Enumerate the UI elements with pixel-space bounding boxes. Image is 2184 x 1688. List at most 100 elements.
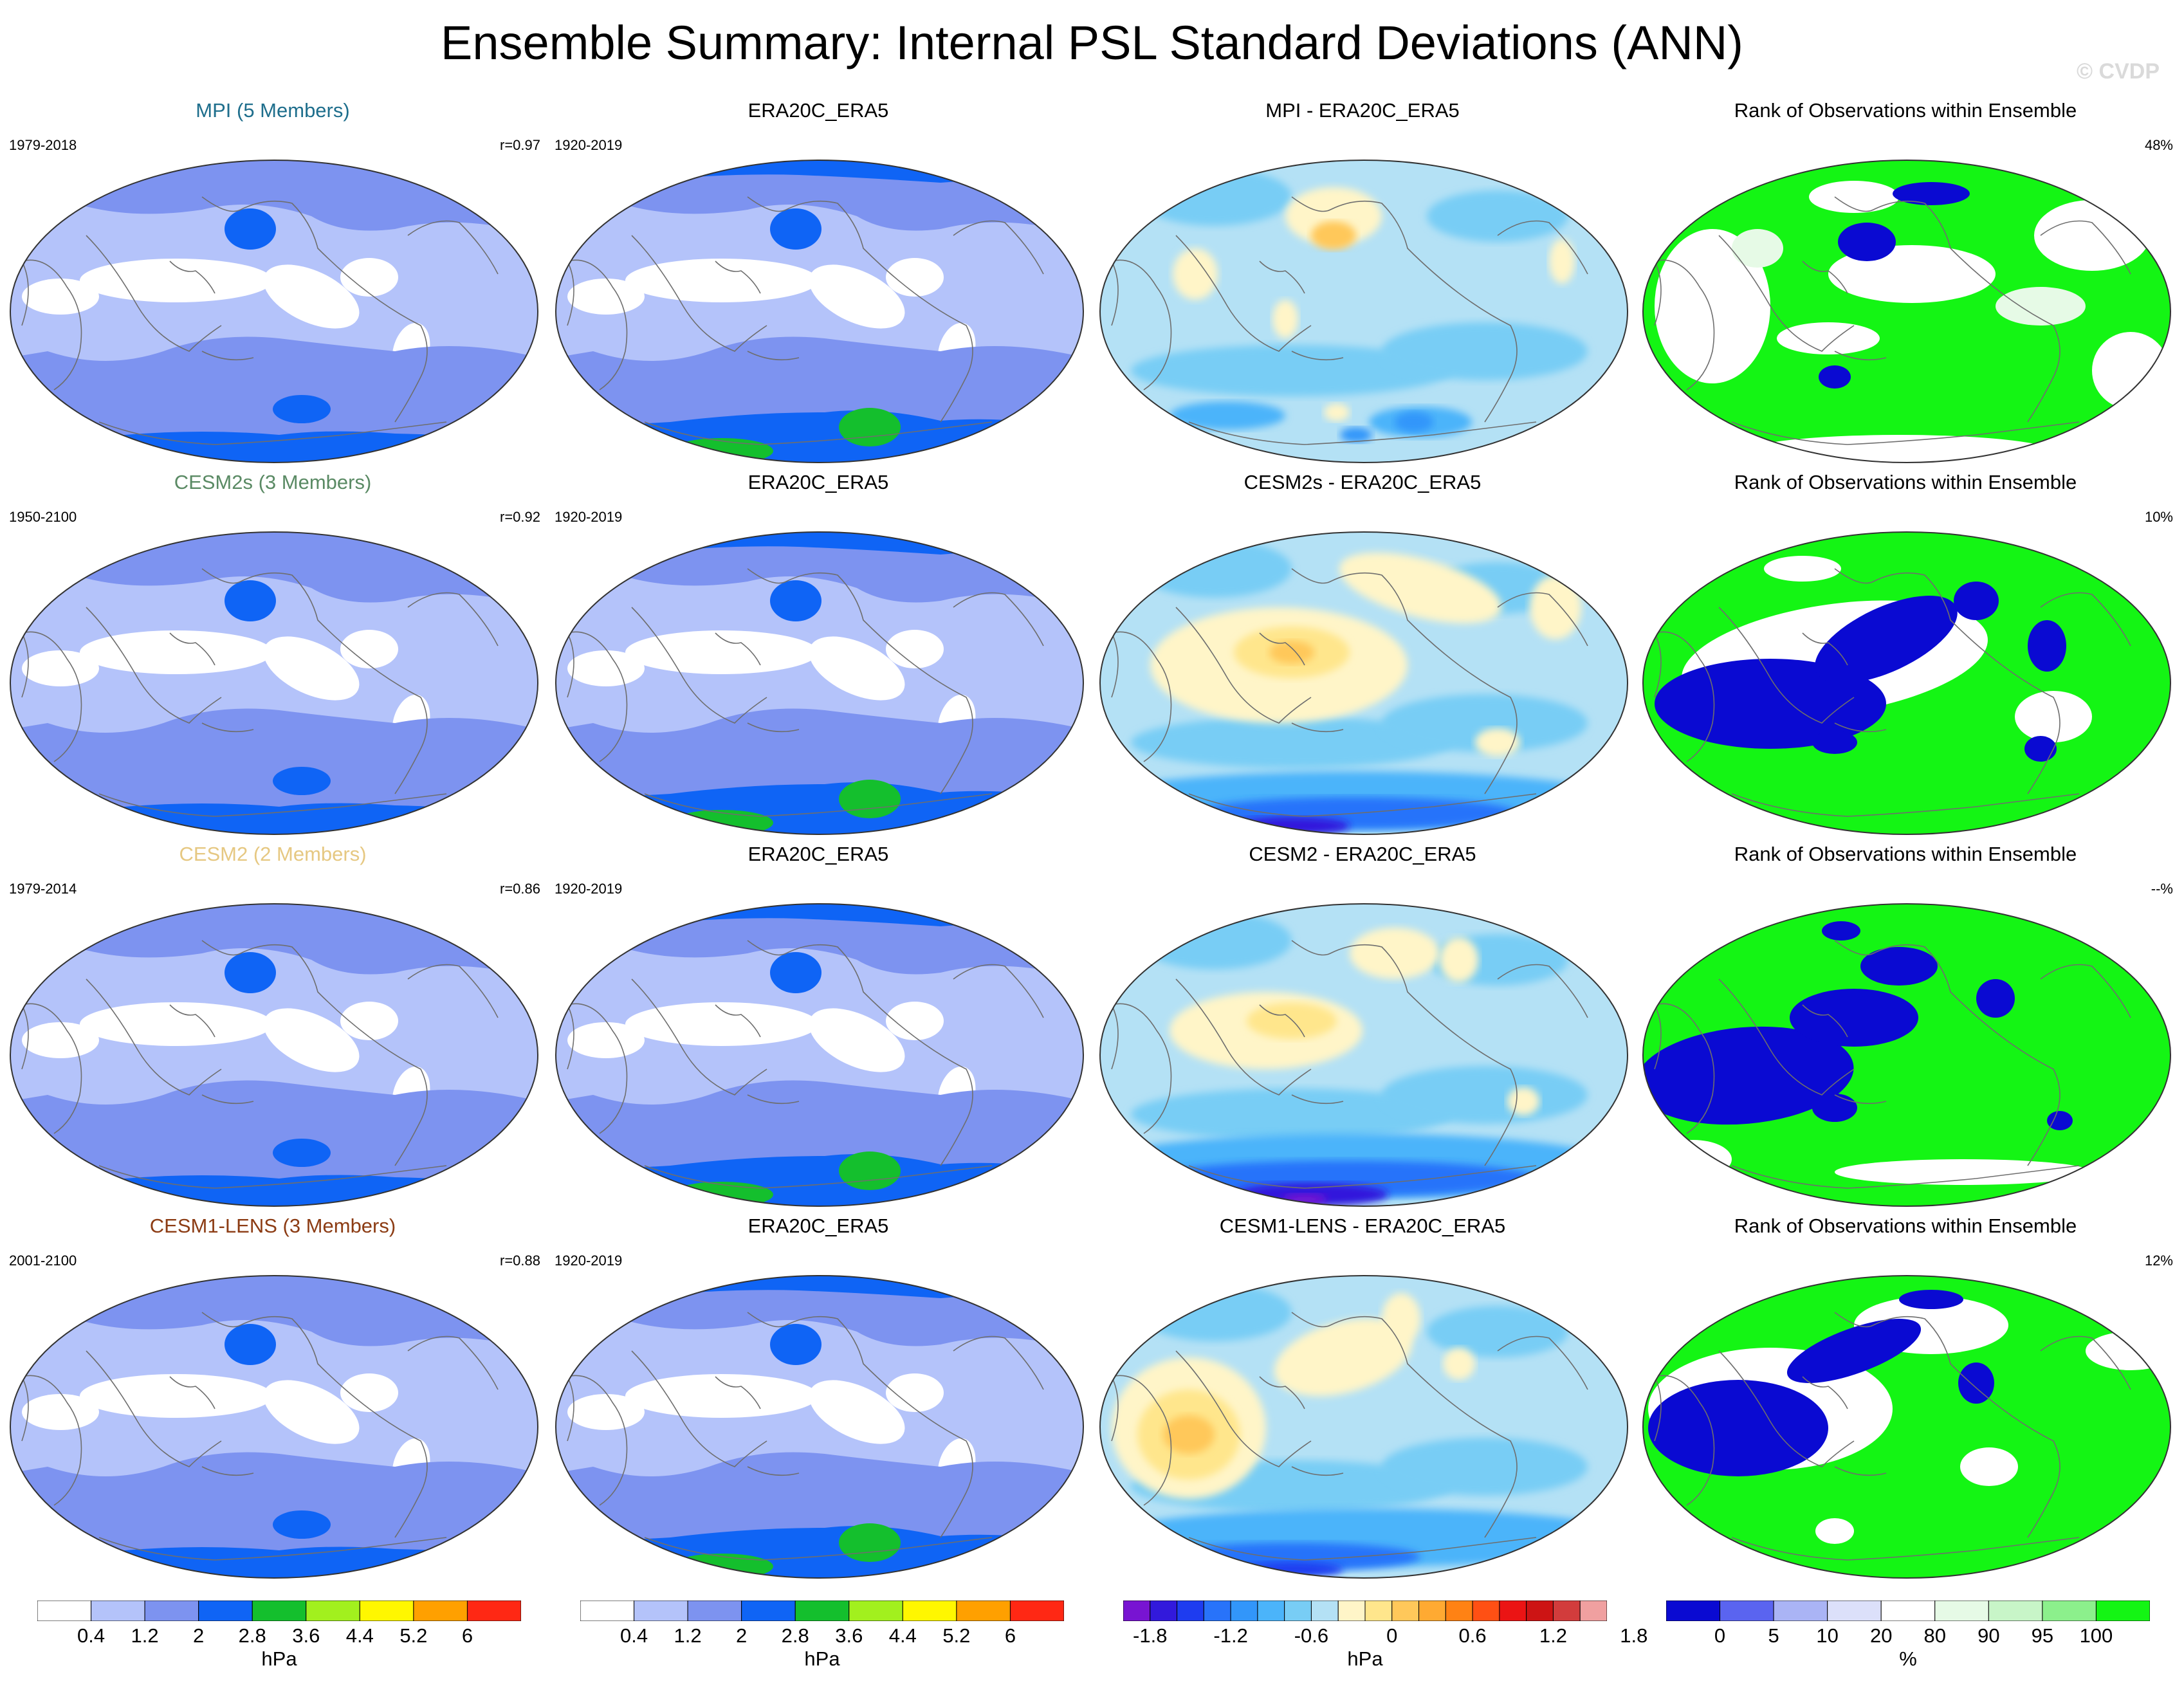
rank-panel-title: Rank of Observations within Ensemble	[1734, 99, 2077, 122]
rank-colorbar-unit: %	[1899, 1647, 1917, 1670]
rank-panel-row4: Rank of Observations within Ensemble 12%	[1633, 1212, 2178, 1584]
std-colorbar-tick: 6	[461, 1624, 473, 1647]
pattern-correlation-label: r=0.88	[500, 1252, 540, 1269]
std-swatch	[902, 1601, 957, 1621]
diff-panel-title: CESM1-LENS - ERA20C_ERA5	[1219, 1215, 1506, 1237]
std-swatch	[794, 1601, 850, 1621]
period-label: 1920-2019	[555, 509, 623, 525]
std-colorbar-tick: 2	[736, 1624, 748, 1647]
map-outline	[555, 160, 1084, 463]
rank-swatch	[1988, 1601, 2043, 1621]
period-label: 1979-2018	[9, 137, 77, 153]
model-panel-row2: CESM2s (3 Members) 1950-2100 r=0.92	[0, 468, 546, 840]
diff-panel-title: MPI - ERA20C_ERA5	[1265, 99, 1460, 122]
diff-map-row1	[1099, 160, 1628, 463]
obs-panel-title: ERA20C_ERA5	[748, 99, 889, 122]
diff-panel-row1: MPI - ERA20C_ERA5	[1090, 96, 1635, 468]
diff-swatch	[1150, 1601, 1178, 1621]
std-swatch	[634, 1601, 688, 1621]
model-panel-row4: CESM1-LENS (3 Members) 2001-2100 r=0.88	[0, 1212, 546, 1584]
diff-swatch	[1526, 1601, 1554, 1621]
obs-field	[556, 1276, 1083, 1578]
map-outline	[1642, 903, 2171, 1207]
rank-swatch	[1880, 1601, 1936, 1621]
rank-field	[1643, 904, 2170, 1206]
rank-swatch	[2095, 1601, 2150, 1621]
obs-map-row1	[555, 160, 1084, 463]
std-colorbar: 0.4 1.2 2 2.8 3.6 4.4 5.2 6 hPa	[580, 1601, 1064, 1678]
std-colorbar-swatches	[37, 1601, 521, 1621]
diff-swatch	[1418, 1601, 1446, 1621]
rank-colorbar-tick: 80	[1923, 1624, 1947, 1647]
obs-panel-row2: ERA20C_ERA5 1920-2019	[546, 468, 1091, 840]
std-swatch	[580, 1601, 635, 1621]
diff-swatch	[1230, 1601, 1258, 1621]
model-panel-title: CESM1-LENS (3 Members)	[149, 1215, 396, 1237]
rank-colorbar-tick: 5	[1768, 1624, 1779, 1647]
std-colorbar-tick: 1.2	[131, 1624, 159, 1647]
model-panel-row1: MPI (5 Members) 1979-2018 r=0.97	[0, 96, 546, 468]
diff-panel-row4: CESM1-LENS - ERA20C_ERA5	[1090, 1212, 1635, 1584]
obs-panel-row4: ERA20C_ERA5 1920-2019	[546, 1212, 1091, 1584]
rank-panel-row3: Rank of Observations within Ensemble --%	[1633, 840, 2178, 1212]
rank-colorbar-swatches	[1666, 1601, 2150, 1621]
obs-map-row4	[555, 1275, 1084, 1579]
pattern-correlation-label: r=0.86	[500, 881, 540, 897]
rank-swatch	[1934, 1601, 1989, 1621]
diff-colorbar-tick: -1.2	[1213, 1624, 1248, 1647]
rank-swatch	[1720, 1601, 1774, 1621]
diff-swatch	[1123, 1601, 1151, 1621]
obs-map-row3	[555, 903, 1084, 1207]
model-map-row2	[10, 531, 538, 835]
model-panel-title: CESM2s (3 Members)	[174, 471, 372, 493]
model-panel-row3: CESM2 (2 Members) 1979-2014 r=0.86	[0, 840, 546, 1212]
rank-swatch	[2042, 1601, 2097, 1621]
diff-colorbar-tick: 0	[1386, 1624, 1398, 1647]
rank-map-row1	[1642, 160, 2171, 463]
model-panel-title: MPI (5 Members)	[196, 99, 350, 122]
diff-swatch	[1472, 1601, 1500, 1621]
model-panel-title: CESM2 (2 Members)	[179, 843, 367, 865]
rank-colorbar-tick: 20	[1869, 1624, 1893, 1647]
diff-colorbar-tick: -1.8	[1133, 1624, 1168, 1647]
obs-field	[556, 904, 1083, 1206]
std-colorbar-tick: 2	[193, 1624, 205, 1647]
std-swatch	[466, 1601, 521, 1621]
model-map-row3	[10, 903, 538, 1207]
diff-swatch	[1257, 1601, 1285, 1621]
model-map-row1	[10, 160, 538, 463]
cvdp-watermark: © CVDP	[2077, 59, 2160, 84]
diff-map-row4	[1099, 1275, 1628, 1579]
std-colorbar-tick: 1.2	[674, 1624, 702, 1647]
std-colorbar-tick: 3.6	[835, 1624, 863, 1647]
diff-field	[1100, 1276, 1628, 1578]
std-colorbar-tick: 5.2	[399, 1624, 428, 1647]
diff-colorbar: -1.8 -1.2 -0.6 0 0.6 1.2 1.8 hPa	[1123, 1601, 1647, 1678]
diff-field	[1100, 532, 1628, 834]
rank-field	[1643, 532, 2170, 834]
diff-colorbar-tick: 1.2	[1539, 1624, 1567, 1647]
rank-swatch	[1827, 1601, 1882, 1621]
period-label: 1979-2014	[9, 881, 77, 897]
std-colorbar-swatches	[580, 1601, 1064, 1621]
rank-panel-title: Rank of Observations within Ensemble	[1734, 471, 2077, 493]
diff-panel-title: CESM2s - ERA20C_ERA5	[1243, 471, 1482, 493]
map-outline	[555, 903, 1084, 1207]
rank-swatch	[1666, 1601, 1721, 1621]
rank-swatch	[1773, 1601, 1828, 1621]
pattern-correlation-label: r=0.92	[500, 509, 540, 525]
map-outline	[1099, 531, 1628, 835]
rank-field	[1643, 160, 2170, 463]
diff-swatch	[1337, 1601, 1366, 1621]
std-colorbar-tick: 3.6	[292, 1624, 320, 1647]
diff-colorbar-tick: 1.8	[1620, 1624, 1648, 1647]
rank-panel-title: Rank of Observations within Ensemble	[1734, 843, 2077, 865]
map-outline	[555, 1275, 1084, 1579]
rank-percent-label: 12%	[2144, 1252, 2173, 1269]
std-swatch	[687, 1601, 742, 1621]
diff-colorbar-unit: hPa	[1347, 1647, 1383, 1670]
diff-map-row2	[1099, 531, 1628, 835]
diff-swatch	[1310, 1601, 1339, 1621]
std-swatch	[252, 1601, 307, 1621]
map-outline	[1642, 531, 2171, 835]
